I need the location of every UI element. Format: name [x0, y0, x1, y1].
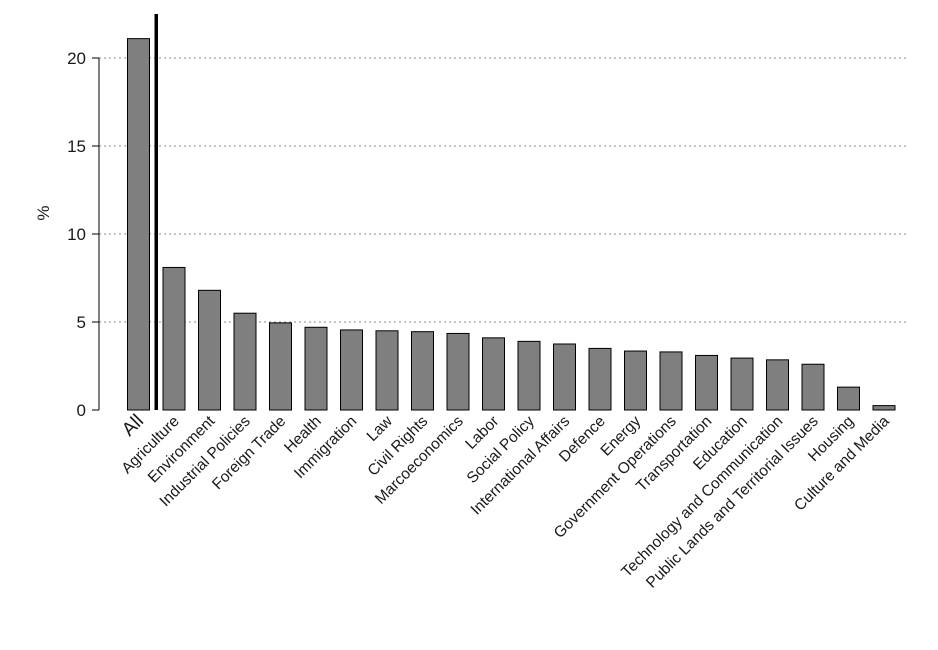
bar: [695, 354, 718, 411]
bar: [872, 405, 896, 411]
bar: [624, 350, 647, 411]
y-axis-title: %: [34, 205, 53, 220]
gridlines: [99, 57, 906, 323]
y-tick-label: 20: [67, 49, 86, 68]
bar: [375, 330, 399, 411]
bar: [482, 337, 505, 411]
bar: [659, 351, 683, 411]
bar: [340, 329, 363, 411]
bar: [801, 363, 825, 411]
bar: [269, 322, 292, 411]
y-tick-label: 15: [67, 137, 86, 156]
bar: [517, 340, 541, 411]
bar: [446, 332, 470, 411]
bar: [162, 266, 186, 411]
y-tick-label: 0: [77, 401, 86, 420]
y-tick-label: 10: [67, 225, 86, 244]
bar: [198, 289, 221, 411]
bar: [730, 357, 754, 411]
bar: [553, 343, 576, 411]
bar: [304, 326, 328, 411]
bar: [233, 312, 257, 411]
bar: [411, 331, 434, 411]
bars: [127, 38, 896, 411]
bar: [127, 38, 150, 411]
category-label: All: [118, 411, 148, 441]
bar: [588, 347, 612, 411]
y-tick-label: 5: [77, 313, 86, 332]
bar: [837, 386, 860, 411]
bar: [766, 359, 789, 411]
y-axis: 0 5 10 15 20: [67, 14, 158, 420]
